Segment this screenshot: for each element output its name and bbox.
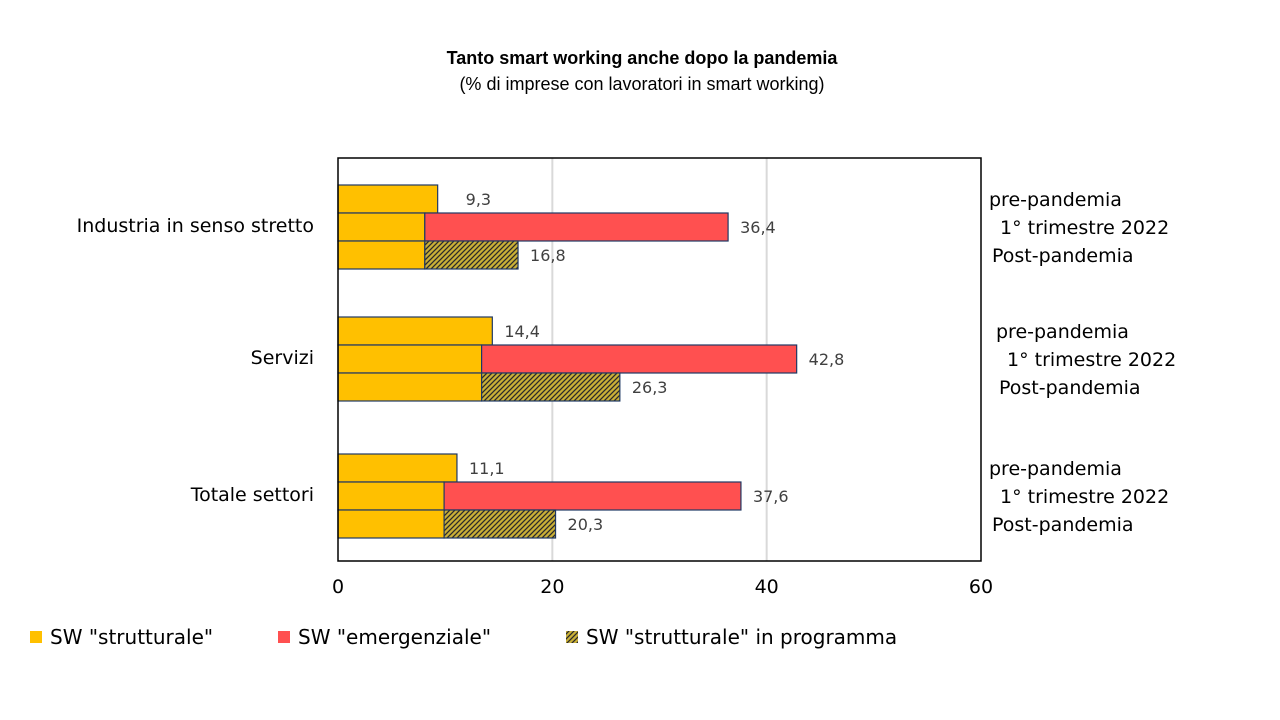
legend-swatch-strutturale: [30, 631, 42, 643]
bar-segment-strutturale: [337, 453, 458, 483]
legend: SW "strutturale" SW "emergenziale" SW "str…: [30, 625, 897, 649]
chart-title: Tanto smart working anche dopo la pandem…: [447, 48, 839, 68]
x-tick-label: 0: [332, 576, 344, 598]
x-tick-label: 40: [755, 576, 779, 598]
bar-period-label: Post-pandemia: [992, 514, 1134, 536]
legend-label: SW "strutturale" in programma: [586, 625, 897, 649]
bar-period-label: pre-pandemia: [996, 321, 1129, 343]
legend-swatch-programma: [566, 631, 578, 643]
category-label: Servizi: [251, 347, 314, 369]
data-label: 26,3: [632, 378, 668, 397]
data-label: 37,6: [753, 487, 789, 506]
data-label: 42,8: [809, 350, 845, 369]
bar-period-label: Post-pandemia: [999, 377, 1141, 399]
data-label: 9,3: [466, 190, 491, 209]
bar-segment-programma: [481, 372, 621, 402]
data-label: 14,4: [504, 322, 540, 341]
legend-label: SW "emergenziale": [298, 625, 491, 649]
bar-period-label: 1° trimestre 2022: [1000, 217, 1169, 239]
bars: [337, 184, 798, 539]
data-label: 16,8: [530, 246, 566, 265]
bar-segment-programma: [424, 240, 519, 270]
category-label: Industria in senso stretto: [77, 215, 314, 237]
bar-period-label: pre-pandemia: [989, 189, 1122, 211]
bar-segment-strutturale: [337, 481, 445, 511]
labels: 0 20 40 60 Industria in senso stretto 9,3 pre-…: [77, 189, 1177, 598]
bar-period-label: 1° trimestre 2022: [1007, 349, 1176, 371]
legend-swatch-emergenziale: [278, 631, 290, 643]
chart-subtitle: (% di imprese con lavoratori in smart wo…: [459, 74, 824, 94]
bar-period-label: 1° trimestre 2022: [1000, 486, 1169, 508]
bar-segment-strutturale: [337, 240, 426, 270]
bar-segment-emergenziale: [424, 212, 729, 242]
plot-area-frame: [337, 157, 982, 562]
bar-segment-emergenziale: [481, 344, 798, 374]
legend-label: SW "strutturale": [50, 625, 213, 649]
data-label: 36,4: [740, 218, 776, 237]
bar-segment-strutturale: [337, 344, 483, 374]
bar-segment-strutturale: [337, 212, 426, 242]
bar-segment-strutturale: [337, 316, 493, 346]
data-label: 20,3: [568, 515, 604, 534]
x-tick-label: 60: [969, 576, 993, 598]
bar-segment-programma: [443, 509, 557, 539]
bar-segment-strutturale: [337, 184, 439, 214]
bar-segment-strutturale: [337, 372, 483, 402]
x-tick-label: 20: [540, 576, 564, 598]
data-label: 11,1: [469, 459, 505, 478]
bar-period-label: Post-pandemia: [992, 245, 1134, 267]
bar-period-label: pre-pandemia: [989, 458, 1122, 480]
bar-segment-emergenziale: [443, 481, 742, 511]
category-label: Totale settori: [190, 484, 314, 506]
bar-segment-strutturale: [337, 509, 445, 539]
